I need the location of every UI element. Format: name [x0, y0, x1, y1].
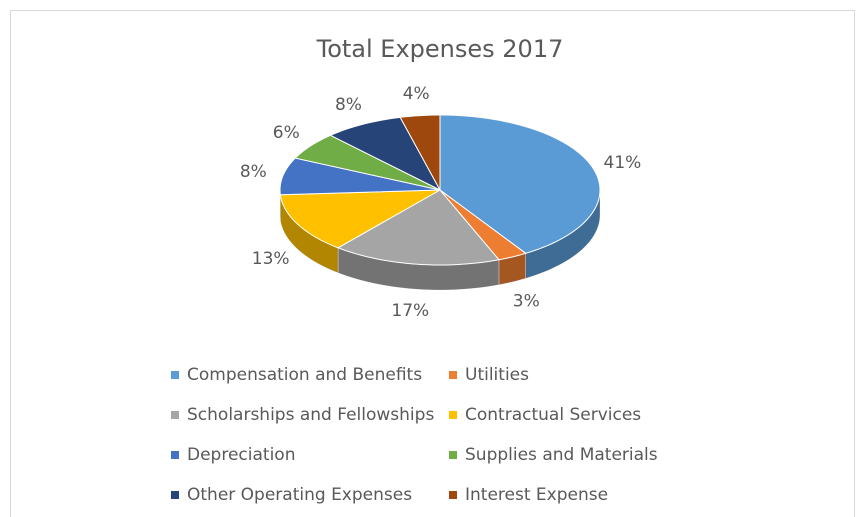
legend-marker [171, 411, 179, 419]
data-label: 8% [335, 95, 362, 115]
data-label: 3% [513, 291, 540, 311]
data-label: 17% [391, 301, 429, 321]
legend-label: Other Operating Expenses [187, 485, 412, 505]
legend-label: Utilities [465, 365, 529, 385]
legend-marker [449, 491, 457, 499]
legend-label: Depreciation [187, 445, 295, 465]
slice [336, 189, 500, 266]
data-label: 13% [252, 249, 290, 269]
legend-label: Supplies and Materials [465, 445, 658, 465]
slice [294, 134, 441, 191]
side-shade [525, 190, 600, 279]
legend-label: Interest Expense [465, 485, 608, 505]
chart-title: Total Expenses 2017 [316, 35, 564, 63]
data-label: 4% [403, 84, 430, 104]
legend-label: Scholarships and Fellowships [187, 405, 434, 425]
legend-label: Contractual Services [465, 405, 641, 425]
legend-marker [449, 371, 457, 379]
slice [279, 157, 441, 196]
side-shade [498, 253, 526, 285]
legend-marker [171, 491, 179, 499]
legend-marker [449, 411, 457, 419]
legend-label: Compensation and Benefits [187, 365, 422, 385]
slice [329, 116, 442, 192]
data-label: 6% [273, 123, 300, 143]
slice [279, 189, 441, 249]
slice [399, 114, 441, 191]
side-shade [338, 247, 499, 290]
slice [439, 189, 527, 261]
legend-marker [171, 371, 179, 379]
legend-marker [171, 451, 179, 459]
legend-marker [449, 451, 457, 459]
slice [439, 114, 601, 254]
data-label: 8% [240, 162, 267, 182]
data-label: 41% [604, 153, 642, 173]
